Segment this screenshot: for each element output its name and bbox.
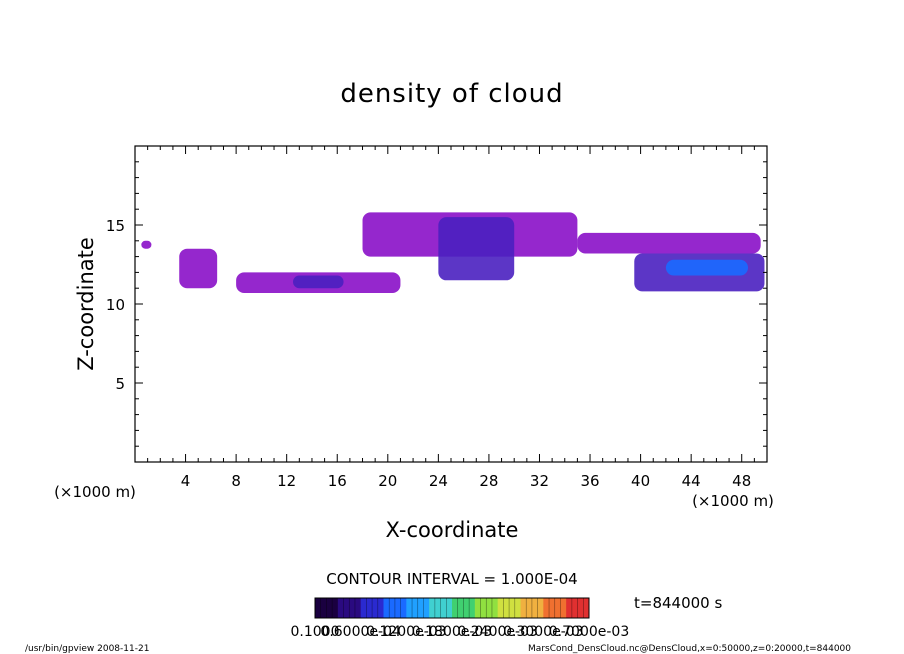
colorbar-tick-label: 0.2400e-03 xyxy=(457,624,537,640)
colorbar-tick-label: 0.1000 xyxy=(291,624,340,640)
x-tick-label: 32 xyxy=(530,472,549,490)
cloud-region-6 xyxy=(577,232,761,254)
footer-source: MarsCond_DensCloud.nc@DensCloud,x=0:5000… xyxy=(528,644,851,654)
cloud-region-8 xyxy=(665,259,749,276)
x-axis-label: X-coordinate xyxy=(386,518,519,542)
x-unit-label: (×1000 m) xyxy=(692,492,774,510)
x-tick-label: 36 xyxy=(580,472,599,490)
colorbar xyxy=(315,598,590,618)
colorbar-tick-label: 0.1200e-03 xyxy=(366,624,446,640)
chart-title: density of cloud xyxy=(340,79,563,109)
x-tick-label: 24 xyxy=(429,472,448,490)
x-tick-label: 12 xyxy=(277,472,296,490)
y-tick-label: 10 xyxy=(106,296,125,314)
colorbar-tick-label: 0.3000e-03 xyxy=(503,624,583,640)
x-tick-label: 16 xyxy=(328,472,347,490)
x-tick-label: 44 xyxy=(682,472,701,490)
y-tick-label: 5 xyxy=(115,375,125,393)
cloud-region-0 xyxy=(141,240,152,249)
footer-program: /usr/bin/gpview 2008-11-21 xyxy=(25,644,149,654)
colorbar-tick-label: 0.6000e-04 xyxy=(320,624,401,640)
colorbar-frame xyxy=(314,597,590,619)
x-tick-label: 48 xyxy=(732,472,751,490)
plot-frame xyxy=(134,145,768,463)
colorbar-tick-label: 0.1800e-03 xyxy=(412,624,492,640)
cloud-field xyxy=(141,212,765,293)
cloud-region-3 xyxy=(293,275,344,289)
x-tick-label: 20 xyxy=(378,472,397,490)
colorbar-tick-label: 0.7000e-03 xyxy=(549,624,629,640)
cloud-region-1 xyxy=(179,248,218,289)
cloud-region-5 xyxy=(438,217,515,281)
y-unit-label: (×1000 m) xyxy=(54,483,136,501)
x-tick-label: 4 xyxy=(181,472,191,490)
time-label: t=844000 s xyxy=(634,594,722,612)
y-axis-label: Z-coordinate xyxy=(74,237,98,371)
x-tick-label: 40 xyxy=(631,472,650,490)
x-tick-label: 8 xyxy=(231,472,241,490)
contour-interval: CONTOUR INTERVAL = 1.000E-04 xyxy=(326,570,577,588)
colorbar-labels: 0.10000.6000e-040.1200e-030.1800e-030.24… xyxy=(291,624,630,640)
x-tick-label: 28 xyxy=(479,472,498,490)
y-tick-label: 15 xyxy=(106,217,125,235)
